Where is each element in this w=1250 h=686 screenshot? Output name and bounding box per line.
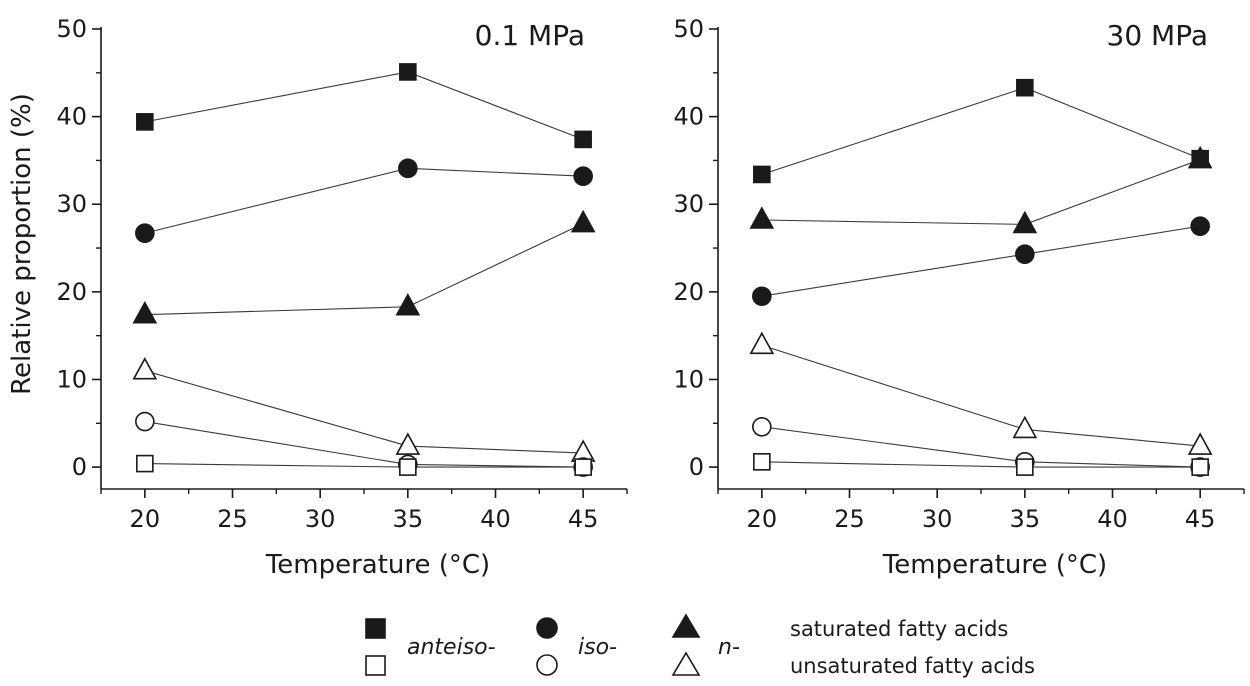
series-line-anteiso-saturated (144, 71, 584, 140)
legend-n-unsaturated-marker (671, 651, 701, 676)
y-tick-label: 20 (673, 278, 704, 306)
chart-panel-2: 0 10 20 30 40 50 20 25 30 35 40 45 30 MPa Temperature… (673, 15, 1245, 580)
y-tick-label: 50 (673, 15, 704, 43)
y-tick-label: 20 (56, 278, 87, 306)
n-saturated-point (132, 300, 158, 324)
series-line-n-unsaturated (761, 344, 1201, 447)
x-tick-label: 20 (130, 505, 161, 533)
series-line-anteiso-unsaturated (761, 461, 1201, 468)
series-line-iso-saturated (761, 225, 1201, 297)
x-tick-label: 20 (747, 505, 778, 533)
y-tick-label: 10 (673, 365, 704, 393)
y-tick-label: 10 (56, 365, 87, 393)
x-tick-label: 35 (393, 505, 424, 533)
iso-unsaturated-point (752, 416, 772, 437)
anteiso-unsaturated-point (753, 453, 771, 471)
series-line-anteiso-unsaturated (144, 463, 584, 468)
iso-saturated-point (752, 286, 772, 307)
series-line-n-unsaturated (144, 370, 584, 454)
legend: anteiso- iso- n- saturated fatty acids u… (365, 613, 1035, 678)
x-tick-label: 40 (1097, 505, 1128, 533)
panel-title: 30 MPa (1107, 19, 1208, 52)
series-line-n-saturated (144, 223, 584, 316)
chart-panel-1: 0 10 20 30 40 50 20 25 30 35 40 45 0.1 MPa Temperatur… (7, 15, 628, 580)
x-tick-label: 45 (568, 505, 599, 533)
y-tick-label: 0 (72, 453, 87, 481)
n-unsaturated-point (132, 357, 158, 380)
y-tick-label: 30 (56, 190, 87, 218)
iso-saturated-point (1015, 244, 1035, 264)
legend-iso-unsaturated-marker (536, 654, 558, 676)
anteiso-unsaturated-point (574, 458, 592, 476)
series-line-iso-saturated (144, 167, 584, 234)
iso-saturated-point (398, 158, 418, 179)
n-saturated-point (570, 209, 596, 233)
n-saturated-point (1012, 210, 1038, 234)
panel-title: 0.1 MPa (475, 19, 585, 52)
n-unsaturated-point (1012, 415, 1038, 439)
y-tick-label: 50 (56, 15, 87, 43)
legend-n-saturated-marker (671, 613, 701, 638)
series-line-anteiso-saturated (761, 87, 1201, 175)
legend-iso-saturated-marker (536, 617, 558, 639)
anteiso-unsaturated-point (399, 458, 417, 476)
anteiso-unsaturated-point (1191, 458, 1209, 476)
x-tick-label: 40 (480, 505, 511, 533)
iso-saturated-point (1190, 216, 1210, 236)
iso-saturated-point (573, 166, 593, 186)
legend-n-label: n- (718, 635, 740, 660)
n-saturated-point (749, 206, 775, 229)
x-tick-label: 30 (922, 505, 953, 533)
anteiso-saturated-point (574, 130, 592, 149)
x-axis-title: Temperature (°C) (265, 550, 490, 580)
anteiso-saturated-point (753, 165, 771, 184)
x-tick-label: 30 (305, 505, 336, 533)
x-axis-title: Temperature (°C) (882, 550, 1107, 580)
anteiso-saturated-point (136, 113, 154, 131)
y-tick-label: 40 (56, 103, 87, 131)
n-unsaturated-point (749, 331, 775, 355)
y-tick-label: 30 (673, 190, 704, 218)
iso-unsaturated-point (135, 411, 155, 432)
anteiso-unsaturated-point (136, 454, 154, 473)
series-line-iso-unsaturated (761, 426, 1201, 468)
legend-iso-label: iso- (578, 635, 617, 660)
series-line-iso-unsaturated (144, 420, 584, 468)
anteiso-saturated-point (1016, 78, 1034, 97)
legend-anteiso-saturated-marker (365, 618, 386, 639)
x-tick-label: 45 (1185, 505, 1216, 533)
iso-saturated-point (135, 223, 155, 243)
legend-unsaturated-label: unsaturated fatty acids (790, 654, 1035, 678)
chart-panels: 0 10 20 30 40 50 20 25 30 35 40 45 0.1 MPa Temperatur… (7, 15, 1245, 580)
n-saturated-point (395, 293, 421, 316)
legend-anteiso-unsaturated-marker (365, 655, 386, 676)
x-tick-label: 25 (217, 505, 248, 533)
y-tick-label: 40 (673, 103, 704, 131)
x-tick-label: 35 (1010, 505, 1041, 533)
series-line-n-saturated (761, 159, 1201, 225)
y-tick-label: 0 (689, 453, 704, 481)
legend-anteiso-label: anteiso- (407, 635, 496, 660)
n-unsaturated-point (395, 432, 421, 455)
anteiso-saturated-point (399, 63, 417, 81)
legend-saturated-label: saturated fatty acids (790, 617, 1008, 641)
n-saturated-point (1187, 145, 1213, 169)
x-tick-label: 25 (834, 505, 865, 533)
y-axis-title: Relative proportion (%) (7, 93, 37, 395)
anteiso-unsaturated-point (1016, 458, 1034, 476)
n-unsaturated-point (1187, 432, 1213, 455)
